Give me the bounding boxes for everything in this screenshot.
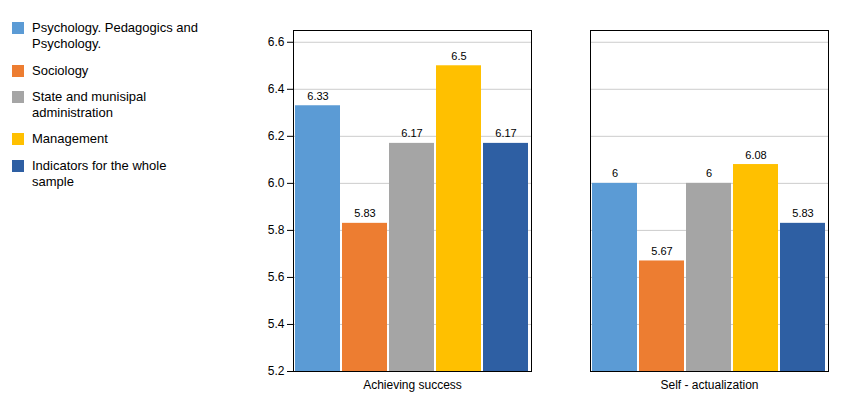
svg-text:6.17: 6.17 [401, 127, 422, 139]
svg-text:5.4: 5.4 [268, 317, 285, 331]
svg-text:5.67: 5.67 [651, 245, 672, 257]
html-text:State and munisipal administra: State and munisipal administration [32, 88, 147, 120]
svg-text:5.2: 5.2 [268, 364, 285, 378]
svg-text:6: 6 [612, 167, 618, 179]
svg-text:Achieving success: Achieving success [363, 378, 462, 392]
svg-text:6.33: 6.33 [307, 90, 328, 102]
svg-text:5.6: 5.6 [268, 270, 285, 284]
html-text:Indicators for the whole sampl: Indicators for the whole sample [32, 157, 167, 189]
html-text:Psychology. Pedagogics and Psy: Psychology. Pedagogics and Psychology. [32, 20, 198, 52]
svg-text:6.4: 6.4 [268, 82, 285, 96]
svg-text:5.8: 5.8 [268, 223, 285, 237]
svg-text:6.6: 6.6 [268, 35, 285, 49]
svg-text:6.17: 6.17 [495, 127, 516, 139]
svg-text:6: 6 [706, 167, 712, 179]
svg-text:6.5: 6.5 [451, 50, 466, 62]
svg-text:5.83: 5.83 [354, 207, 375, 219]
svg-text:6.08: 6.08 [745, 149, 766, 161]
html-text:Sociology: Sociology [32, 62, 89, 78]
svg-text:6.2: 6.2 [268, 129, 285, 143]
svg-text:Self - actualization: Self - actualization [660, 378, 758, 392]
html-text:Management: Management [32, 131, 108, 147]
svg-text:5.83: 5.83 [792, 207, 813, 219]
svg-text:6.0: 6.0 [268, 176, 285, 190]
